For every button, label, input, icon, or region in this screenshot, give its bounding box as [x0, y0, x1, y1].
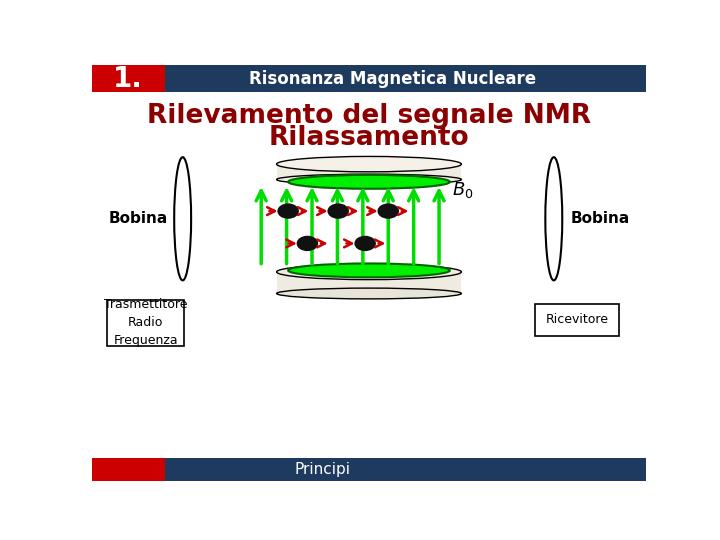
Ellipse shape [276, 264, 462, 280]
Text: Trasmettitore
Radio
Frequenza: Trasmettitore Radio Frequenza [104, 298, 187, 347]
Bar [92, 65, 165, 92]
FancyBboxPatch shape [107, 300, 184, 346]
Text: Rilassamento: Rilassamento [269, 125, 469, 151]
Text: Ricevitore: Ricevitore [546, 313, 608, 326]
Text: Bobina: Bobina [570, 211, 629, 226]
Ellipse shape [288, 264, 450, 278]
Ellipse shape [288, 175, 450, 189]
Ellipse shape [277, 204, 299, 219]
Text: 1.: 1. [113, 65, 143, 93]
Text: $B_0$: $B_0$ [452, 179, 474, 200]
Text: Principi: Principi [294, 462, 351, 477]
Ellipse shape [297, 236, 318, 251]
Text: Rilevamento del segnale NMR: Rilevamento del segnale NMR [147, 103, 591, 129]
Bar [165, 457, 647, 481]
Ellipse shape [174, 157, 191, 280]
Ellipse shape [276, 157, 462, 172]
Text: Bobina: Bobina [109, 211, 168, 226]
Text: Risonanza Magnetica Nucleare: Risonanza Magnetica Nucleare [248, 70, 536, 87]
Bar [165, 65, 647, 92]
Ellipse shape [354, 236, 376, 251]
Bar [92, 457, 165, 481]
Ellipse shape [276, 174, 462, 185]
Bar [276, 272, 462, 294]
Ellipse shape [276, 288, 462, 299]
FancyBboxPatch shape [534, 303, 619, 336]
Ellipse shape [377, 204, 399, 219]
Ellipse shape [328, 204, 349, 219]
Ellipse shape [545, 157, 562, 280]
Bar [276, 164, 462, 179]
